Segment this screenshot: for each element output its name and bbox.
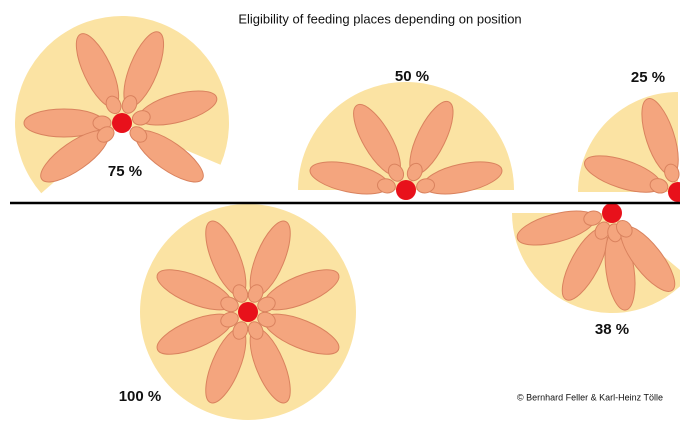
position-label: 38 % xyxy=(595,321,629,338)
feeders xyxy=(15,16,680,420)
position-label: 75 % xyxy=(108,163,142,180)
title: Eligibility of feeding places depending … xyxy=(238,11,521,26)
position-label: 25 % xyxy=(631,69,665,86)
feeder xyxy=(112,113,132,133)
feeder xyxy=(396,180,416,200)
diagram: Eligibility of feeding places depending … xyxy=(0,0,680,422)
feeder xyxy=(238,302,258,322)
position-label: 100 % xyxy=(119,388,162,405)
copyright: © Bernhard Feller & Karl-Heinz Tölle xyxy=(517,392,663,402)
position-label: 50 % xyxy=(395,68,429,85)
feeder xyxy=(602,203,622,223)
